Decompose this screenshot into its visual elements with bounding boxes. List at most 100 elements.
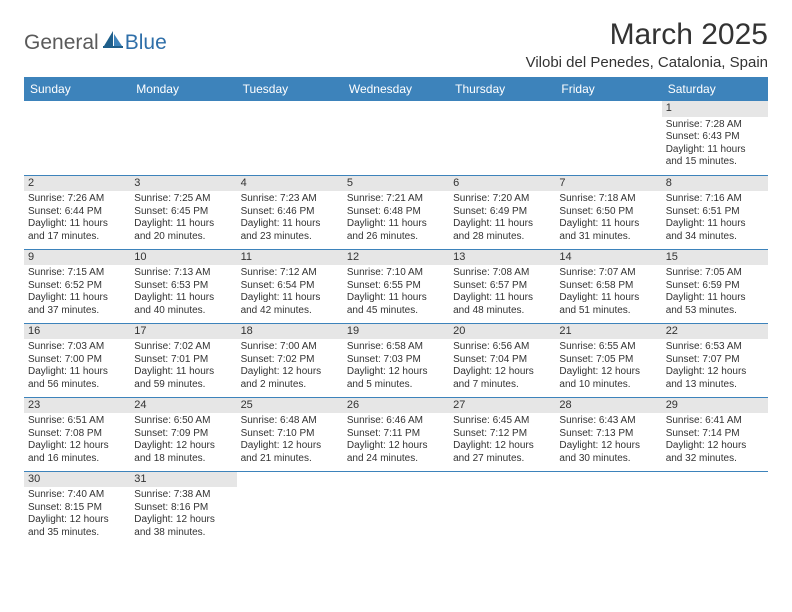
cell-line: Daylight: 12 hours (134, 440, 232, 453)
day-cell: 17Sunrise: 7:02 AMSunset: 7:01 PMDayligh… (130, 323, 236, 397)
cell-line: and 18 minutes. (134, 453, 232, 466)
day-cell: 21Sunrise: 6:55 AMSunset: 7:05 PMDayligh… (555, 323, 661, 397)
cell-line: and 45 minutes. (347, 305, 445, 318)
cell-line: and 35 minutes. (28, 527, 126, 540)
day-cell: 24Sunrise: 6:50 AMSunset: 7:09 PMDayligh… (130, 397, 236, 471)
cell-line: Sunset: 6:58 PM (559, 280, 657, 293)
cell-line: and 56 minutes. (28, 379, 126, 392)
day-number: 25 (237, 398, 343, 414)
day-number: 16 (24, 324, 130, 340)
cell-line: and 21 minutes. (241, 453, 339, 466)
day-cell: 23Sunrise: 6:51 AMSunset: 7:08 PMDayligh… (24, 397, 130, 471)
day-cell (555, 101, 661, 175)
day-number: 9 (24, 250, 130, 266)
logo-text-a: General (24, 31, 99, 55)
cell-line: Sunset: 6:54 PM (241, 280, 339, 293)
cell-line: Daylight: 11 hours (28, 366, 126, 379)
cell-line: Daylight: 11 hours (28, 292, 126, 305)
day-cell: 29Sunrise: 6:41 AMSunset: 7:14 PMDayligh… (662, 397, 768, 471)
day-cell: 6Sunrise: 7:20 AMSunset: 6:49 PMDaylight… (449, 175, 555, 249)
cell-line: Sunrise: 7:00 AM (241, 341, 339, 354)
cell-line: Sunset: 7:14 PM (666, 428, 764, 441)
day-number: 4 (237, 176, 343, 192)
day-number: 6 (449, 176, 555, 192)
cell-line: Daylight: 12 hours (453, 440, 551, 453)
day-number: 29 (662, 398, 768, 414)
logo-text-b: Blue (125, 31, 167, 55)
calendar-table: SundayMondayTuesdayWednesdayThursdayFrid… (24, 77, 768, 545)
day-cell: 16Sunrise: 7:03 AMSunset: 7:00 PMDayligh… (24, 323, 130, 397)
week-row: 1Sunrise: 7:28 AMSunset: 6:43 PMDaylight… (24, 101, 768, 175)
week-row: 9Sunrise: 7:15 AMSunset: 6:52 PMDaylight… (24, 249, 768, 323)
cell-line: Sunset: 6:53 PM (134, 280, 232, 293)
cell-line: Sunset: 7:05 PM (559, 354, 657, 367)
day-cell (662, 471, 768, 545)
day-number: 24 (130, 398, 236, 414)
day-cell: 28Sunrise: 6:43 AMSunset: 7:13 PMDayligh… (555, 397, 661, 471)
week-row: 2Sunrise: 7:26 AMSunset: 6:44 PMDaylight… (24, 175, 768, 249)
cell-line: Sunrise: 7:16 AM (666, 193, 764, 206)
cell-line: Daylight: 11 hours (453, 218, 551, 231)
day-header: Saturday (662, 77, 768, 101)
cell-line: Daylight: 11 hours (134, 366, 232, 379)
cell-line: Sunset: 7:02 PM (241, 354, 339, 367)
day-number: 31 (130, 472, 236, 488)
cell-line: Daylight: 12 hours (134, 514, 232, 527)
cell-line: and 23 minutes. (241, 231, 339, 244)
day-number: 28 (555, 398, 661, 414)
day-cell: 27Sunrise: 6:45 AMSunset: 7:12 PMDayligh… (449, 397, 555, 471)
sail-icon (103, 30, 123, 53)
cell-line: and 37 minutes. (28, 305, 126, 318)
cell-line: Sunset: 6:52 PM (28, 280, 126, 293)
cell-line: Sunset: 7:08 PM (28, 428, 126, 441)
cell-line: and 40 minutes. (134, 305, 232, 318)
day-header: Thursday (449, 77, 555, 101)
cell-line: Daylight: 12 hours (347, 366, 445, 379)
cell-line: Daylight: 11 hours (28, 218, 126, 231)
cell-line: Sunset: 6:44 PM (28, 206, 126, 219)
day-cell: 31Sunrise: 7:38 AMSunset: 8:16 PMDayligh… (130, 471, 236, 545)
cell-line: Sunrise: 6:58 AM (347, 341, 445, 354)
day-cell (449, 101, 555, 175)
day-number: 19 (343, 324, 449, 340)
cell-line: and 42 minutes. (241, 305, 339, 318)
cell-line: and 2 minutes. (241, 379, 339, 392)
day-cell: 26Sunrise: 6:46 AMSunset: 7:11 PMDayligh… (343, 397, 449, 471)
day-cell: 8Sunrise: 7:16 AMSunset: 6:51 PMDaylight… (662, 175, 768, 249)
cell-line: Sunrise: 6:51 AM (28, 415, 126, 428)
cell-line: Daylight: 12 hours (347, 440, 445, 453)
cell-line: Daylight: 12 hours (241, 440, 339, 453)
day-header: Friday (555, 77, 661, 101)
day-cell: 4Sunrise: 7:23 AMSunset: 6:46 PMDaylight… (237, 175, 343, 249)
day-number: 1 (662, 101, 768, 117)
day-number: 20 (449, 324, 555, 340)
day-cell: 9Sunrise: 7:15 AMSunset: 6:52 PMDaylight… (24, 249, 130, 323)
day-number: 5 (343, 176, 449, 192)
day-cell: 1Sunrise: 7:28 AMSunset: 6:43 PMDaylight… (662, 101, 768, 175)
cell-line: Daylight: 11 hours (666, 144, 764, 157)
day-cell: 14Sunrise: 7:07 AMSunset: 6:58 PMDayligh… (555, 249, 661, 323)
cell-line: Sunrise: 7:05 AM (666, 267, 764, 280)
cell-line: Sunset: 7:09 PM (134, 428, 232, 441)
cell-line: Sunset: 7:12 PM (453, 428, 551, 441)
cell-line: Daylight: 12 hours (559, 366, 657, 379)
header: General Blue March 2025 Vilobi del Pened… (24, 18, 768, 71)
day-number: 11 (237, 250, 343, 266)
cell-line: Sunset: 7:11 PM (347, 428, 445, 441)
day-cell (24, 101, 130, 175)
day-number: 23 (24, 398, 130, 414)
day-cell: 13Sunrise: 7:08 AMSunset: 6:57 PMDayligh… (449, 249, 555, 323)
cell-line: and 34 minutes. (666, 231, 764, 244)
week-row: 16Sunrise: 7:03 AMSunset: 7:00 PMDayligh… (24, 323, 768, 397)
day-number: 12 (343, 250, 449, 266)
day-number: 21 (555, 324, 661, 340)
cell-line: Sunset: 7:10 PM (241, 428, 339, 441)
title-area: March 2025 Vilobi del Penedes, Catalonia… (526, 18, 768, 71)
cell-line: and 16 minutes. (28, 453, 126, 466)
day-cell: 20Sunrise: 6:56 AMSunset: 7:04 PMDayligh… (449, 323, 555, 397)
cell-line: and 28 minutes. (453, 231, 551, 244)
cell-line: Sunset: 6:55 PM (347, 280, 445, 293)
cell-line: Daylight: 12 hours (666, 440, 764, 453)
cell-line: Sunrise: 7:15 AM (28, 267, 126, 280)
day-cell: 18Sunrise: 7:00 AMSunset: 7:02 PMDayligh… (237, 323, 343, 397)
